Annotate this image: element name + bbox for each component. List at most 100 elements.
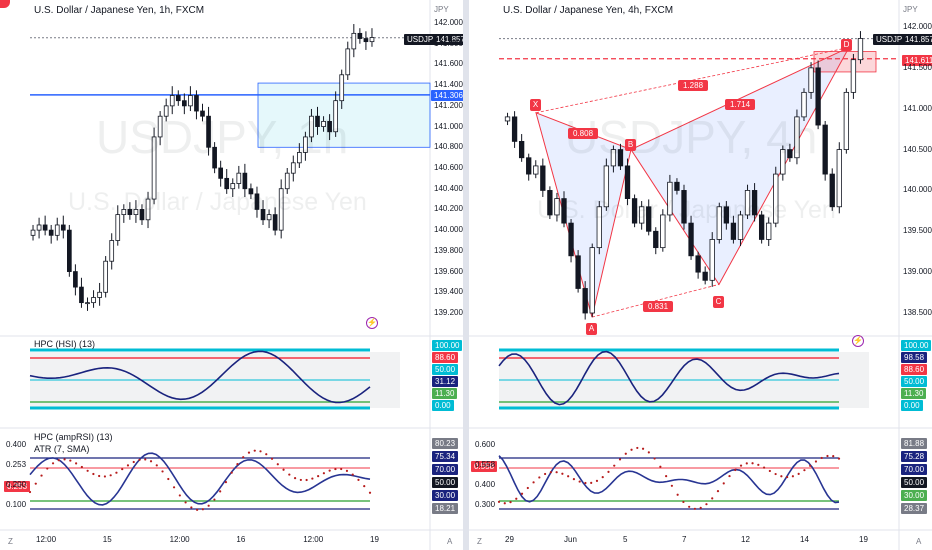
right-atr-dot <box>711 497 714 500</box>
left-ind-tag: 70.00 <box>432 464 459 475</box>
left-atr-dot <box>219 490 222 493</box>
right-candle <box>723 206 730 224</box>
left-atr-dot <box>293 476 297 480</box>
left-candle <box>278 188 284 231</box>
right-time-tick: 7 <box>682 535 687 544</box>
left-candle <box>48 229 54 236</box>
right-candle <box>561 198 567 224</box>
pattern-point-a: A <box>586 323 597 335</box>
left-price-tick: 139.800 <box>434 245 463 255</box>
right-candle <box>688 222 694 257</box>
right-chart-panel[interactable]: U.S. Dollar / Japanese Yen, 4h, FXCM JPY… <box>469 0 932 550</box>
left-atr-dot <box>115 471 118 474</box>
left-atr-dot <box>190 506 193 509</box>
left-candle <box>230 183 236 190</box>
right-atr-dot <box>832 454 835 458</box>
left-price-tick: 141.000 <box>434 121 463 131</box>
right-price-tick: 141.000 <box>903 103 932 113</box>
right-ind-line <box>498 455 840 504</box>
panel-divider[interactable] <box>463 0 469 550</box>
right-candle <box>730 222 737 240</box>
right-candle <box>815 67 821 126</box>
left-price-tick: 141.400 <box>434 80 463 90</box>
left-last-price-tag: 141.857 <box>433 34 468 45</box>
left-candle <box>236 172 242 184</box>
left-price-tick: 139.600 <box>434 266 463 276</box>
left-corner-z[interactable]: Z <box>8 537 13 546</box>
left-candle <box>73 271 78 288</box>
left-chart-panel[interactable]: U.S. Dollar / Japanese Yen, 1h, FXCM JPY… <box>0 0 468 550</box>
left-candle <box>85 302 90 305</box>
right-atr-dot <box>797 472 800 475</box>
left-candle <box>194 95 199 112</box>
left-ind-tag: 18.21 <box>432 503 459 514</box>
right-atr-dot <box>561 472 564 475</box>
ratio-bcd: 1.714 <box>725 99 756 110</box>
left-atr-dot <box>63 458 66 461</box>
left-blue-level-tag: 141.306 <box>431 90 466 101</box>
right-red-level-tag: 141.611 <box>902 55 932 66</box>
left-atr-dot <box>253 449 256 452</box>
left-candle <box>157 115 163 138</box>
right-atr-dot <box>659 465 662 468</box>
left-atr-dot <box>80 465 83 469</box>
right-candle <box>547 190 553 216</box>
left-time-tick: 12:00 <box>169 535 190 544</box>
left-atr-dot <box>247 451 251 454</box>
left-ind-tag: 80.23 <box>432 438 459 449</box>
left-candle <box>54 224 60 236</box>
left-candle <box>79 286 84 304</box>
right-atr-dot <box>526 486 529 490</box>
right-candle <box>617 149 624 167</box>
right-symbol-tag: USDJPY <box>873 34 911 45</box>
right-price-tick: 138.500 <box>903 308 932 317</box>
left-price-tick: 141.600 <box>434 59 463 69</box>
left-candle <box>133 209 139 216</box>
right-ind-tag: 70.00 <box>901 464 928 475</box>
right-time-tick: 5 <box>623 535 628 544</box>
right-candle <box>554 198 560 216</box>
left-chart-title: U.S. Dollar / Japanese Yen, 1h, FXCM <box>34 5 205 16</box>
left-atr-dot <box>259 450 262 453</box>
right-corner-a[interactable]: A <box>916 537 922 546</box>
left-atr-dot <box>184 501 187 504</box>
right-candle <box>674 181 680 191</box>
right-corner-z[interactable]: Z <box>477 537 482 546</box>
right-atr-dot <box>774 472 777 476</box>
left-atr-dot <box>86 469 89 472</box>
right-atr-dot <box>613 464 616 467</box>
left-atr-dot <box>363 485 366 488</box>
right-rsi-tag: 98.58 <box>901 352 928 363</box>
right-time-tick: Jun <box>564 535 577 544</box>
right-atr-dot <box>624 452 627 455</box>
right-candle <box>773 173 779 224</box>
right-chart-canvas[interactable] <box>469 0 932 550</box>
pattern-point-x: X <box>530 99 541 111</box>
left-atr-dot <box>368 491 372 494</box>
left-ind-line <box>29 452 371 506</box>
flash-icon[interactable]: ⚡ <box>852 335 864 347</box>
left-corner-a[interactable]: A <box>447 537 453 546</box>
left-candle <box>242 172 248 190</box>
left-candle <box>357 32 363 39</box>
right-atr-dot <box>595 479 599 483</box>
left-atr-dot <box>213 498 216 501</box>
right-ind-tag: 75.28 <box>901 451 928 462</box>
right-price-tick: 140.500 <box>903 144 932 154</box>
left-atr-dot <box>334 467 337 471</box>
left-atr-dot <box>207 504 210 507</box>
right-atr-dot <box>630 448 633 451</box>
left-price-tick: 139.400 <box>434 287 463 297</box>
right-atr-dot <box>757 463 760 466</box>
left-atr-dot <box>276 463 279 466</box>
right-candle <box>794 116 800 159</box>
right-candle <box>653 230 659 249</box>
left-rsi-tag: 100.00 <box>432 340 463 351</box>
left-chart-canvas[interactable] <box>0 0 463 550</box>
right-atr-dot <box>636 446 639 450</box>
flash-icon[interactable]: ⚡ <box>366 317 378 329</box>
left-atr-dot <box>103 475 107 478</box>
left-price-unit: JPY <box>434 5 449 14</box>
left-price-tick: 140.200 <box>434 204 463 214</box>
right-atr-dot <box>572 478 576 481</box>
